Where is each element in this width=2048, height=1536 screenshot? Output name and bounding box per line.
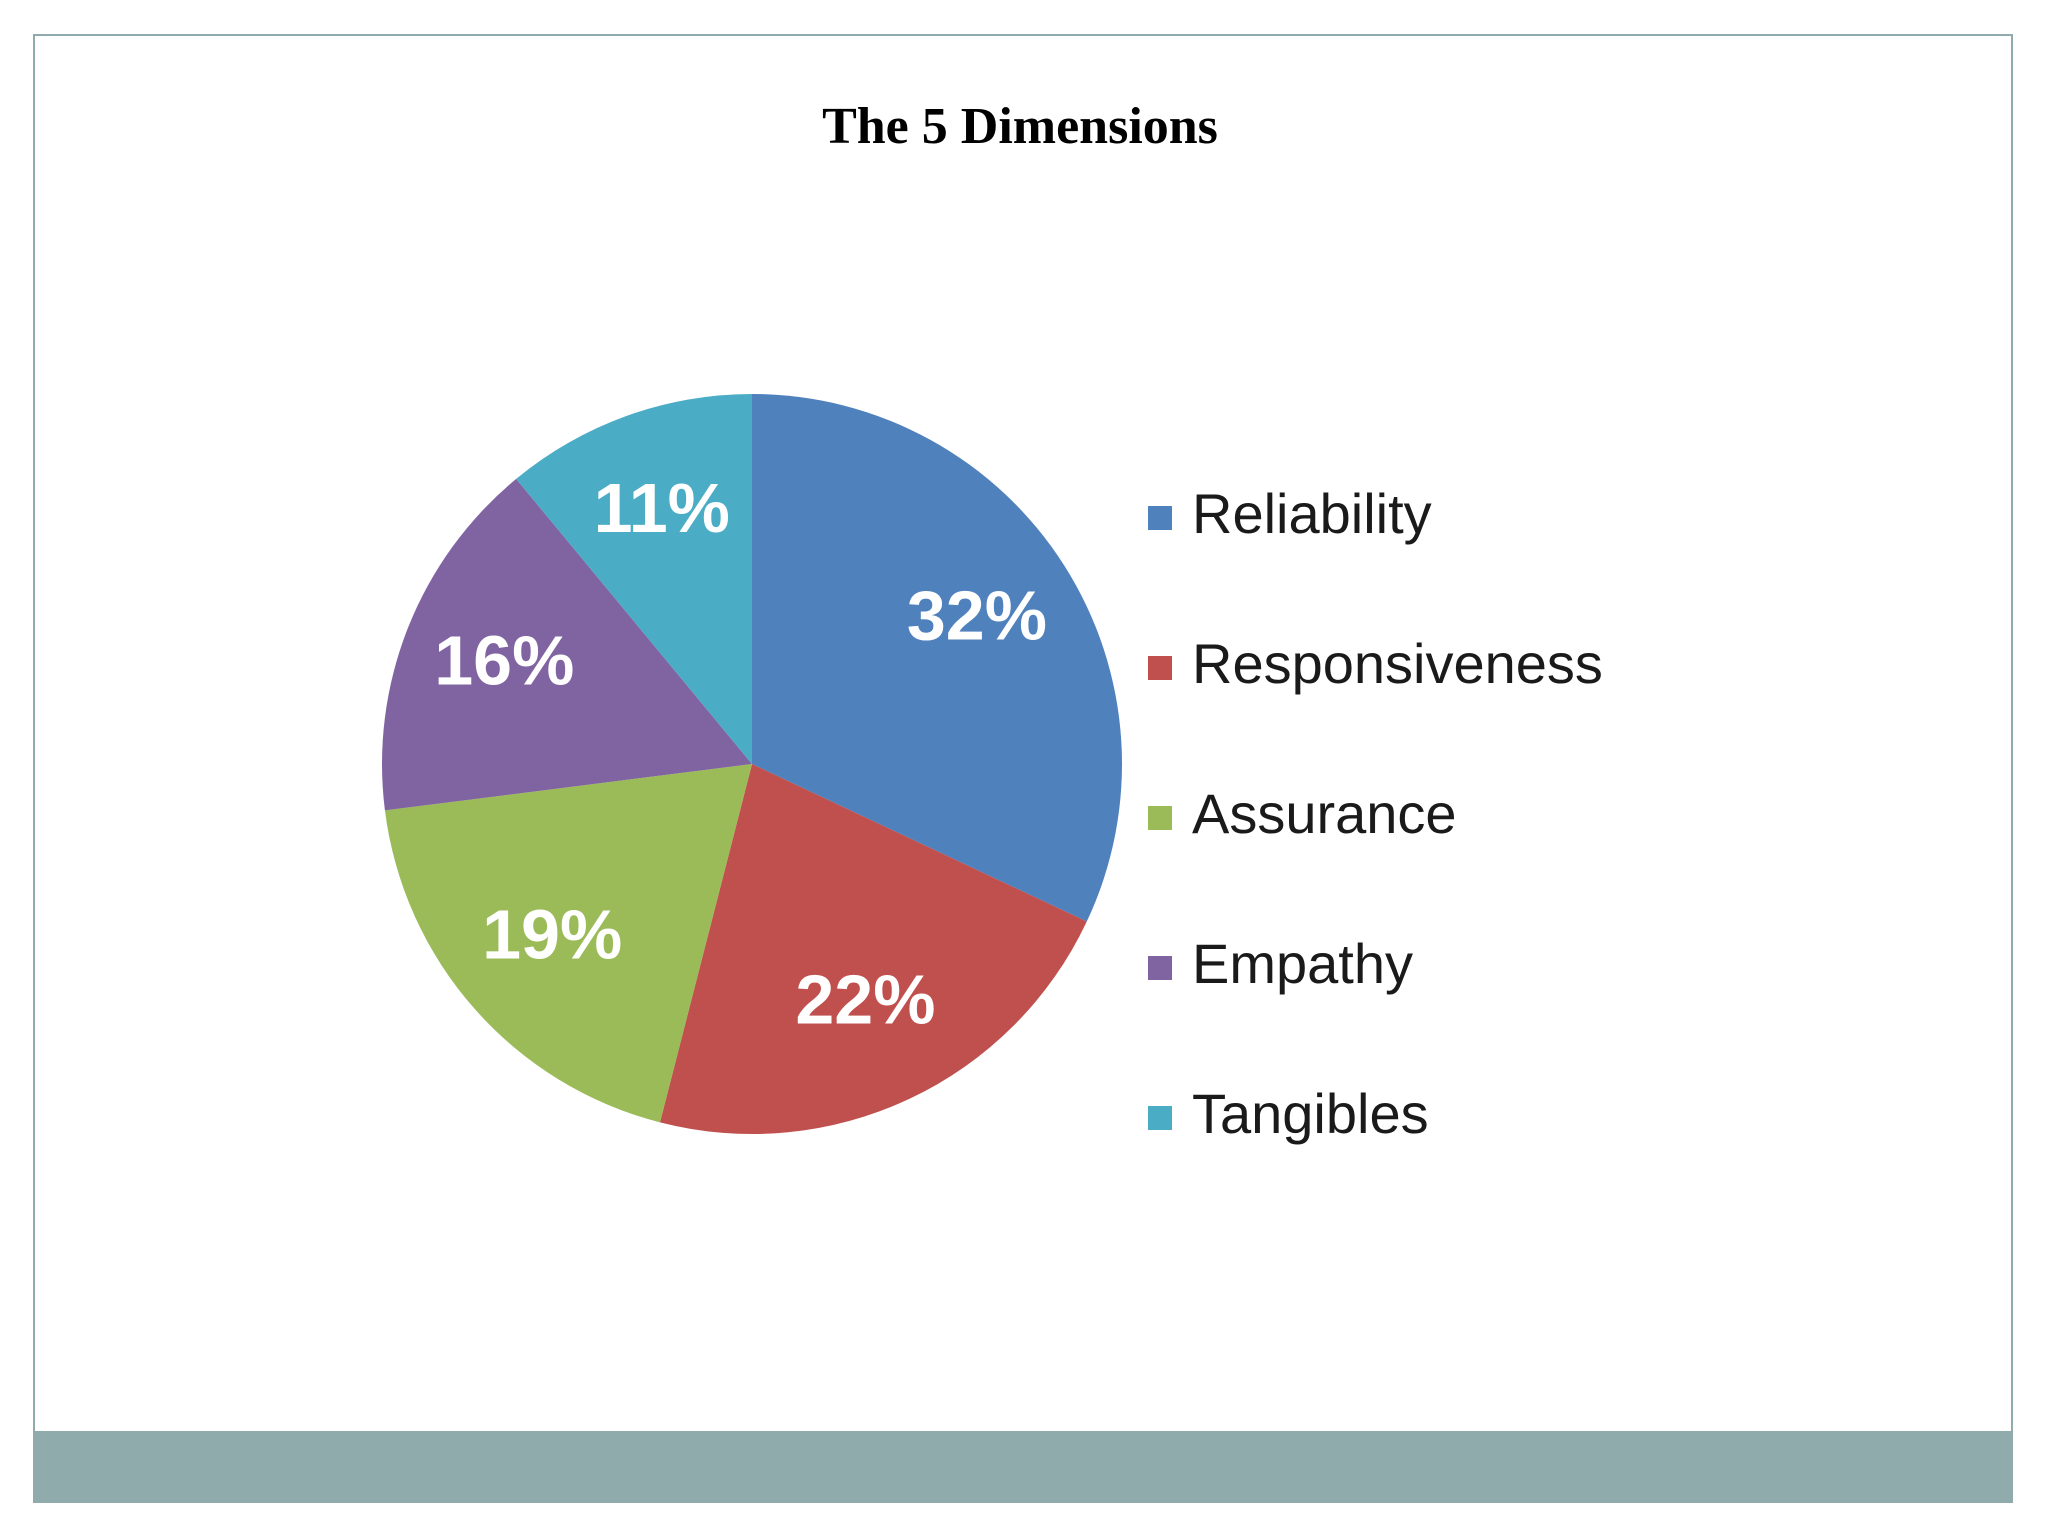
value-label: 11% <box>594 469 730 547</box>
pie-slice <box>384 764 752 1123</box>
legend-label: Tangibles <box>1192 1082 1429 1145</box>
legend-label: Assurance <box>1192 782 1457 845</box>
pie-slice <box>382 478 752 811</box>
value-label: 22% <box>795 961 935 1039</box>
pie-slice <box>659 764 1087 1134</box>
chart-title: The 5 Dimensions <box>822 98 1218 155</box>
pie: 32% 22% 19% 16% 11% <box>382 394 1122 1134</box>
legend-swatch <box>1148 806 1172 830</box>
legend-swatch <box>1148 506 1172 530</box>
footer-band <box>34 1431 2012 1502</box>
legend: Reliability Responsiveness Assurance Empath… <box>1148 482 1603 1145</box>
legend-swatch <box>1148 1106 1172 1130</box>
legend-label: Responsiveness <box>1192 632 1603 695</box>
pie-slice <box>752 394 1122 922</box>
pie-slice <box>516 394 752 764</box>
value-label: 19% <box>482 896 622 974</box>
legend-swatch <box>1148 656 1172 680</box>
legend-label: Reliability <box>1192 482 1432 545</box>
legend-swatch <box>1148 956 1172 980</box>
legend-label: Empathy <box>1192 932 1413 995</box>
value-label: 32% <box>907 577 1047 655</box>
value-label: 16% <box>434 621 574 699</box>
